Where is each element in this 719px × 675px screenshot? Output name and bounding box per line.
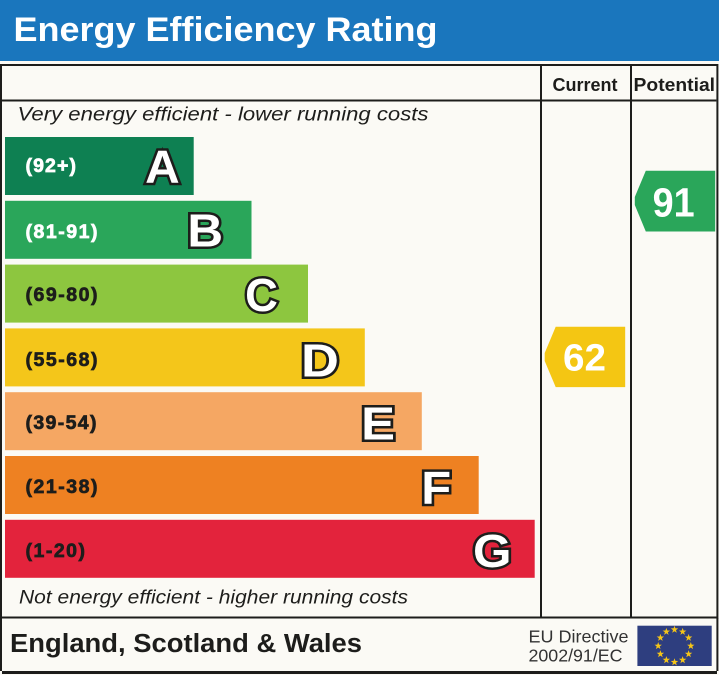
svg-text:91: 91 bbox=[653, 179, 695, 225]
svg-text:B: B bbox=[187, 206, 223, 257]
svg-text:G: G bbox=[473, 526, 512, 577]
svg-text:Energy Efficiency Rating: Energy Efficiency Rating bbox=[14, 11, 438, 49]
svg-text:(92+): (92+) bbox=[26, 155, 77, 177]
svg-text:(55-68): (55-68) bbox=[26, 349, 98, 371]
svg-text:(39-54): (39-54) bbox=[26, 412, 97, 434]
svg-text:(81-91): (81-91) bbox=[26, 221, 98, 243]
svg-text:EU Directive: EU Directive bbox=[529, 627, 629, 647]
svg-text:C: C bbox=[245, 270, 278, 321]
svg-text:62: 62 bbox=[563, 338, 606, 380]
svg-text:(1-20): (1-20) bbox=[26, 540, 86, 562]
svg-text:A: A bbox=[145, 141, 180, 192]
svg-text:F: F bbox=[421, 463, 451, 514]
svg-text:D: D bbox=[301, 336, 339, 387]
svg-text:Not energy efficient - higher: Not energy efficient - higher running co… bbox=[19, 588, 409, 609]
svg-text:(21-38): (21-38) bbox=[26, 476, 98, 498]
svg-text:England, Scotland & Wales: England, Scotland & Wales bbox=[10, 628, 362, 658]
svg-text:Current: Current bbox=[552, 75, 617, 95]
svg-text:Potential: Potential bbox=[634, 75, 716, 95]
svg-text:Very energy efficient - lower: Very energy efficient - lower running co… bbox=[18, 105, 430, 126]
svg-text:E: E bbox=[361, 399, 395, 450]
svg-text:(69-80): (69-80) bbox=[26, 284, 98, 306]
svg-text:2002/91/EC: 2002/91/EC bbox=[529, 646, 623, 666]
